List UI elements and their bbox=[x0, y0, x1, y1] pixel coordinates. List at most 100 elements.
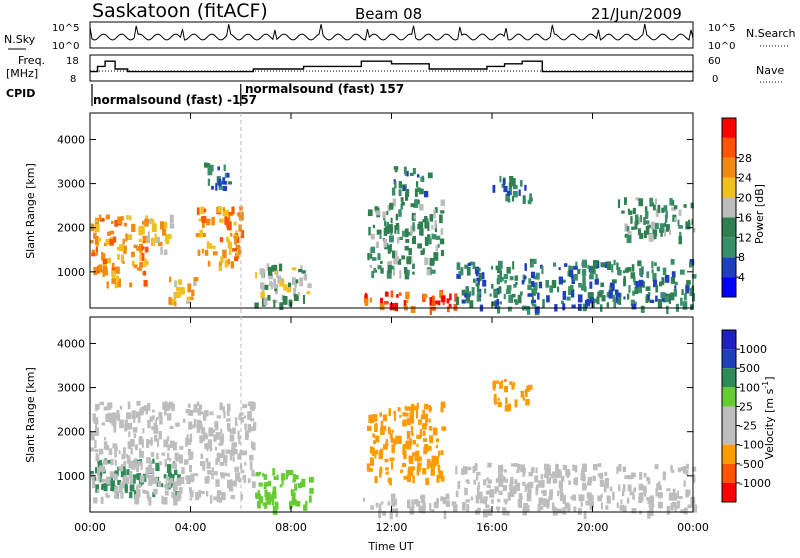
data-cell bbox=[196, 401, 200, 407]
data-cell bbox=[653, 204, 656, 211]
data-cell bbox=[622, 270, 626, 274]
data-cell bbox=[502, 507, 507, 516]
data-cell bbox=[279, 302, 284, 310]
data-cell bbox=[160, 246, 163, 255]
data-cell bbox=[496, 267, 501, 273]
data-cell bbox=[518, 501, 522, 508]
data-cell bbox=[243, 415, 247, 419]
data-cell bbox=[379, 303, 385, 311]
data-cell bbox=[429, 461, 433, 468]
data-cell bbox=[396, 237, 400, 244]
data-cell bbox=[544, 469, 550, 477]
data-cell bbox=[406, 269, 410, 276]
data-cell bbox=[227, 403, 231, 411]
data-cell bbox=[528, 471, 533, 477]
data-cell bbox=[397, 407, 401, 412]
data-cell bbox=[152, 458, 155, 464]
data-cell bbox=[509, 381, 513, 385]
data-cell bbox=[432, 427, 438, 436]
data-cell bbox=[372, 414, 378, 422]
data-cell bbox=[493, 289, 498, 296]
data-cell bbox=[647, 224, 652, 229]
data-cell bbox=[654, 262, 657, 266]
data-cell bbox=[613, 298, 617, 308]
data-cell bbox=[144, 218, 149, 227]
data-cell bbox=[570, 288, 575, 298]
data-cell bbox=[207, 178, 211, 186]
data-cell bbox=[558, 267, 561, 271]
data-cell bbox=[546, 505, 549, 509]
data-cell bbox=[506, 190, 511, 196]
data-cell bbox=[390, 461, 393, 470]
data-cell bbox=[690, 202, 694, 209]
data-cell bbox=[136, 473, 142, 481]
data-cell bbox=[689, 259, 695, 266]
data-cell bbox=[686, 463, 689, 469]
data-cell bbox=[97, 467, 100, 476]
data-cell bbox=[393, 412, 396, 421]
data-cell bbox=[671, 271, 676, 278]
data-cell bbox=[303, 273, 308, 281]
data-cell bbox=[238, 435, 241, 445]
data-cell bbox=[672, 488, 676, 498]
data-cell bbox=[153, 434, 158, 442]
data-cell bbox=[176, 477, 182, 486]
data-cell bbox=[250, 441, 254, 449]
data-cell bbox=[198, 404, 203, 410]
data-cell bbox=[628, 210, 633, 215]
data-cell bbox=[556, 464, 559, 471]
data-cell bbox=[147, 403, 151, 411]
data-cell bbox=[137, 416, 141, 423]
data-cell bbox=[401, 201, 405, 206]
data-cell bbox=[426, 268, 431, 276]
data-cell bbox=[116, 415, 119, 420]
data-cell bbox=[689, 288, 694, 296]
data-cell bbox=[95, 246, 98, 252]
data-cell bbox=[370, 447, 373, 452]
data-cell bbox=[619, 504, 624, 511]
data-cell bbox=[153, 488, 158, 495]
data-cell bbox=[250, 404, 256, 411]
data-cell bbox=[647, 478, 651, 485]
data-cell bbox=[632, 207, 636, 214]
data-cell bbox=[151, 219, 155, 225]
data-cell bbox=[116, 413, 121, 417]
data-cell bbox=[292, 499, 297, 506]
data-cell bbox=[137, 483, 142, 488]
data-cell bbox=[133, 244, 138, 249]
data-cell bbox=[517, 294, 522, 304]
power-colorbar-swatch bbox=[722, 257, 736, 278]
data-cell bbox=[165, 480, 168, 486]
data-cell bbox=[389, 235, 394, 243]
data-cell bbox=[151, 426, 154, 430]
data-cell bbox=[170, 298, 175, 305]
data-cell bbox=[564, 263, 568, 267]
data-cell bbox=[427, 238, 432, 245]
data-cell bbox=[440, 210, 445, 214]
data-cell bbox=[690, 503, 694, 508]
data-cell bbox=[557, 471, 562, 479]
data-cell bbox=[127, 401, 131, 410]
data-cell bbox=[436, 498, 439, 505]
data-cell bbox=[106, 476, 110, 485]
data-cell bbox=[472, 466, 476, 473]
data-cell bbox=[524, 275, 527, 280]
data-cell bbox=[255, 472, 260, 477]
data-cell bbox=[575, 477, 578, 486]
data-cell bbox=[206, 461, 211, 469]
data-cell bbox=[99, 475, 102, 483]
data-cell bbox=[141, 246, 145, 250]
data-cell bbox=[119, 419, 124, 429]
data-cell bbox=[600, 282, 604, 287]
data-cell bbox=[541, 490, 546, 494]
data-cell bbox=[464, 487, 468, 496]
velocity-colorbar-tick-label: -25 bbox=[739, 420, 757, 433]
data-cell bbox=[193, 277, 199, 282]
data-cell bbox=[189, 433, 193, 443]
data-cell bbox=[164, 249, 168, 256]
data-cell bbox=[393, 498, 398, 506]
data-cell bbox=[164, 401, 168, 406]
data-cell bbox=[510, 476, 514, 485]
data-cell bbox=[377, 253, 380, 260]
data-cell bbox=[447, 306, 450, 313]
